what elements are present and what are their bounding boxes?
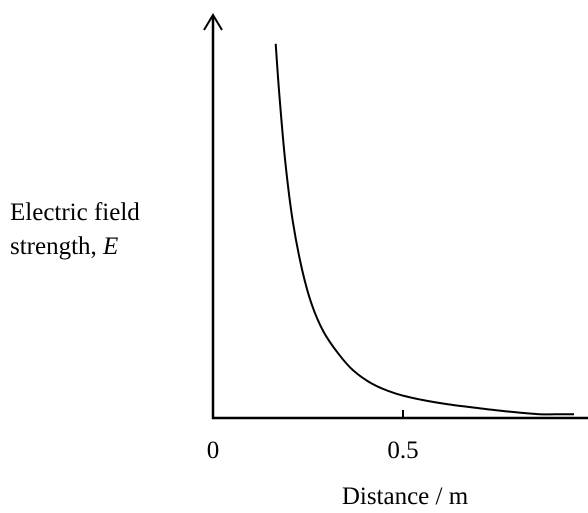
x-axis-title: Distance / m	[342, 483, 469, 510]
y-axis-title-line-2: strength, E	[10, 230, 140, 264]
x-tick-label: 0	[207, 437, 220, 464]
y-axis-title-line-1: Electric field	[10, 199, 140, 226]
y-axis-title: Electric field strength, E	[10, 196, 140, 264]
y-axis-title-symbol: E	[103, 233, 119, 260]
x-tick-label: 0.5	[387, 437, 418, 464]
axes	[203, 13, 588, 420]
y-axis-arrowhead	[203, 13, 223, 31]
y-axis-title-text: strength,	[10, 233, 97, 260]
field-strength-curve	[274, 43, 574, 416]
x-tick-labels: 0 0.5	[207, 410, 419, 464]
